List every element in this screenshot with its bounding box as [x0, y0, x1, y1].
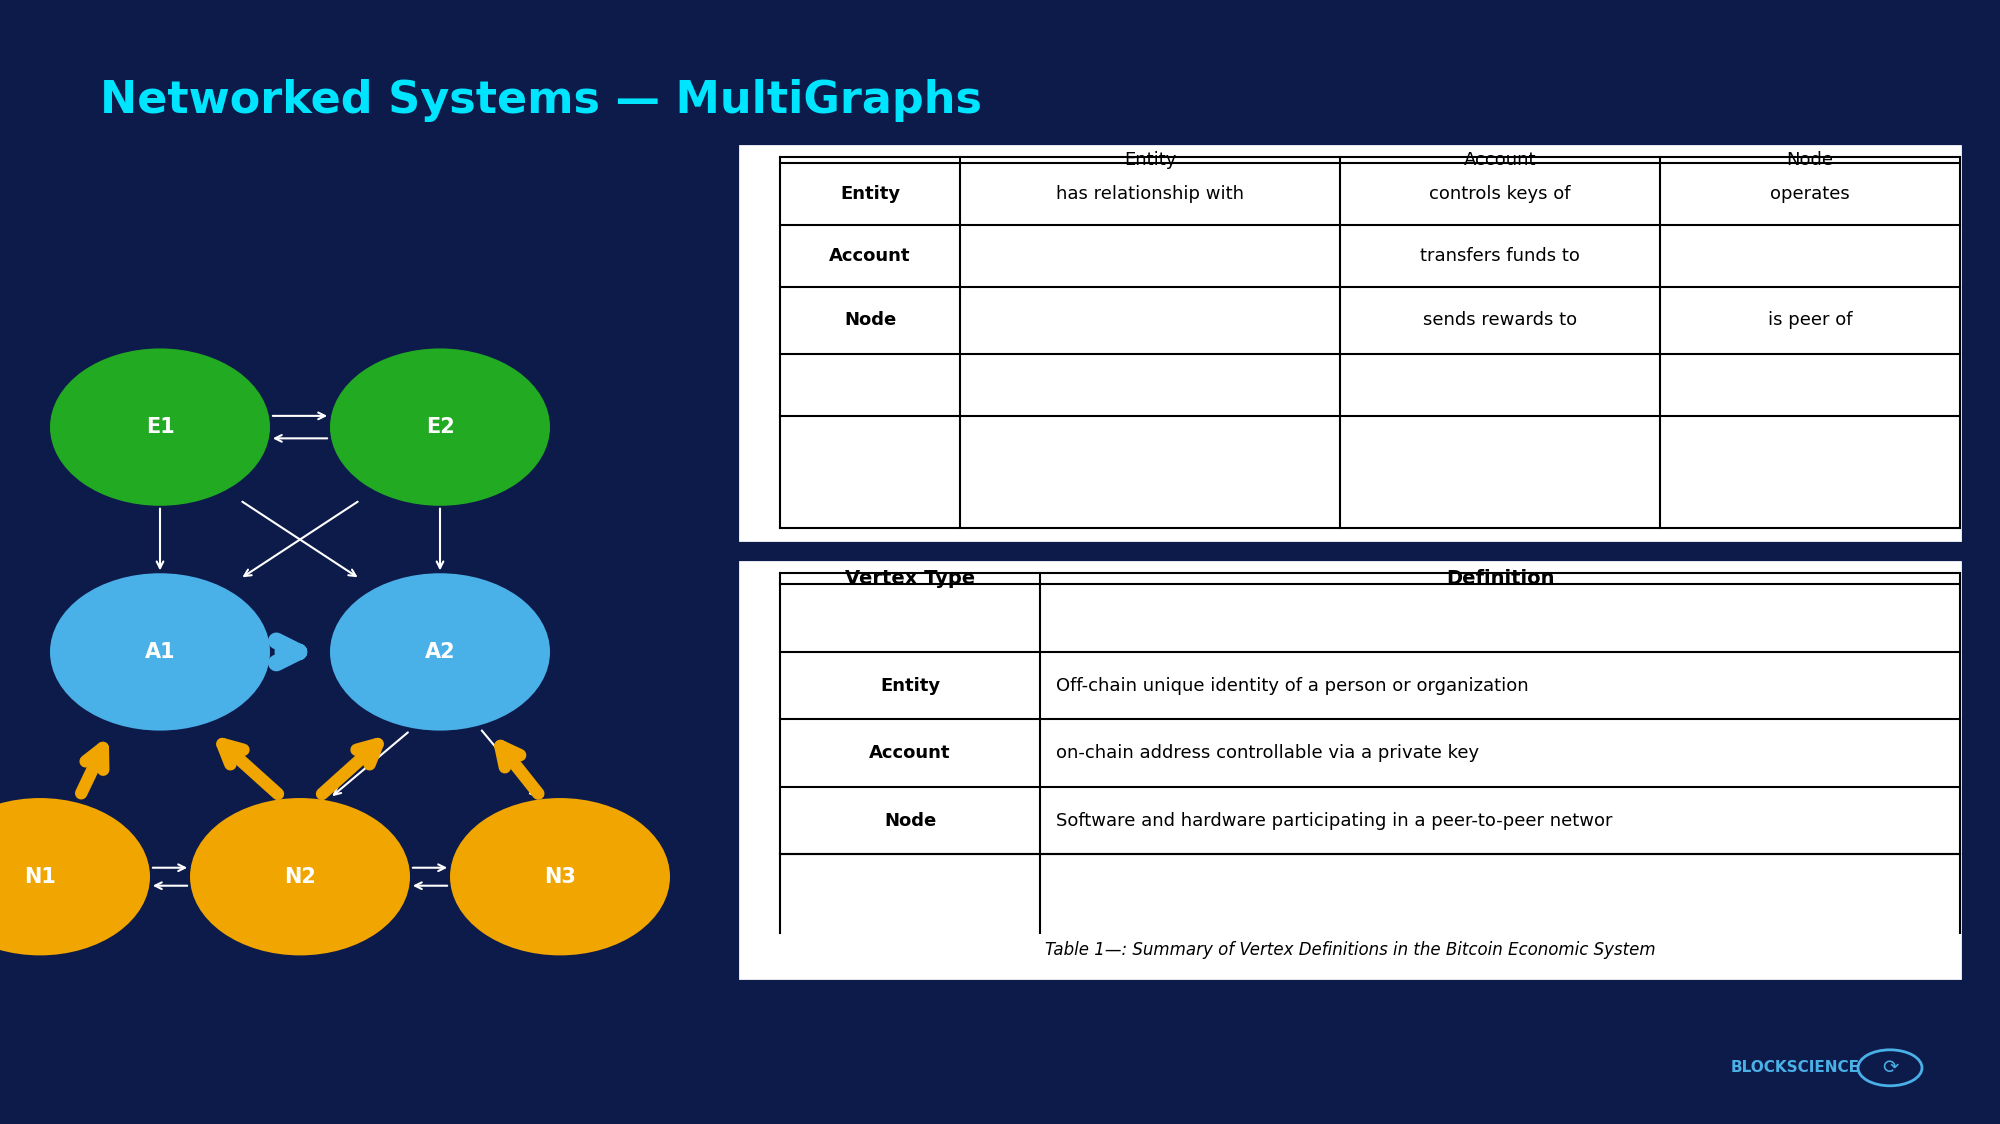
Text: Node: Node [844, 311, 896, 329]
Text: E2: E2 [426, 417, 454, 437]
Text: Table 1—: Summary of Vertex Definitions in the Bitcoin Economic System: Table 1—: Summary of Vertex Definitions … [1044, 941, 1656, 959]
Ellipse shape [50, 573, 270, 731]
FancyBboxPatch shape [740, 146, 1960, 540]
Text: Software and hardware participating in a peer-to-peer networ: Software and hardware participating in a… [1056, 812, 1612, 830]
FancyBboxPatch shape [740, 562, 1960, 978]
Text: Account: Account [1464, 151, 1536, 170]
Text: controls keys of: controls keys of [1430, 184, 1570, 203]
Text: Entity: Entity [880, 677, 940, 695]
Text: E1: E1 [146, 417, 174, 437]
Ellipse shape [450, 798, 670, 955]
Text: on-chain address controllable via a private key: on-chain address controllable via a priv… [1056, 744, 1480, 762]
Text: Entity: Entity [840, 184, 900, 203]
Text: transfers funds to: transfers funds to [1420, 246, 1580, 265]
Text: A2: A2 [424, 642, 456, 662]
Text: BLOCKSCIENCE: BLOCKSCIENCE [1732, 1060, 1860, 1076]
Text: operates: operates [1770, 184, 1850, 203]
Text: Account: Account [830, 246, 910, 265]
Text: is peer of: is peer of [1768, 311, 1852, 329]
Text: N1: N1 [24, 867, 56, 887]
Text: ⟳: ⟳ [1882, 1059, 1898, 1077]
Text: Node: Node [1786, 151, 1834, 170]
Ellipse shape [190, 798, 410, 955]
Text: N3: N3 [544, 867, 576, 887]
Text: A1: A1 [144, 642, 176, 662]
Text: has relationship with: has relationship with [1056, 184, 1244, 203]
Text: Definition: Definition [1446, 570, 1554, 588]
Text: Networked Systems — MultiGraphs: Networked Systems — MultiGraphs [100, 79, 982, 121]
Ellipse shape [330, 573, 550, 731]
Ellipse shape [330, 348, 550, 506]
Text: Vertex Type: Vertex Type [844, 570, 976, 588]
Text: sends rewards to: sends rewards to [1422, 311, 1578, 329]
Text: N2: N2 [284, 867, 316, 887]
Text: Account: Account [870, 744, 950, 762]
Text: Node: Node [884, 812, 936, 830]
Ellipse shape [0, 798, 150, 955]
Text: Entity: Entity [1124, 151, 1176, 170]
Text: Off-chain unique identity of a person or organization: Off-chain unique identity of a person or… [1056, 677, 1528, 695]
Ellipse shape [50, 348, 270, 506]
